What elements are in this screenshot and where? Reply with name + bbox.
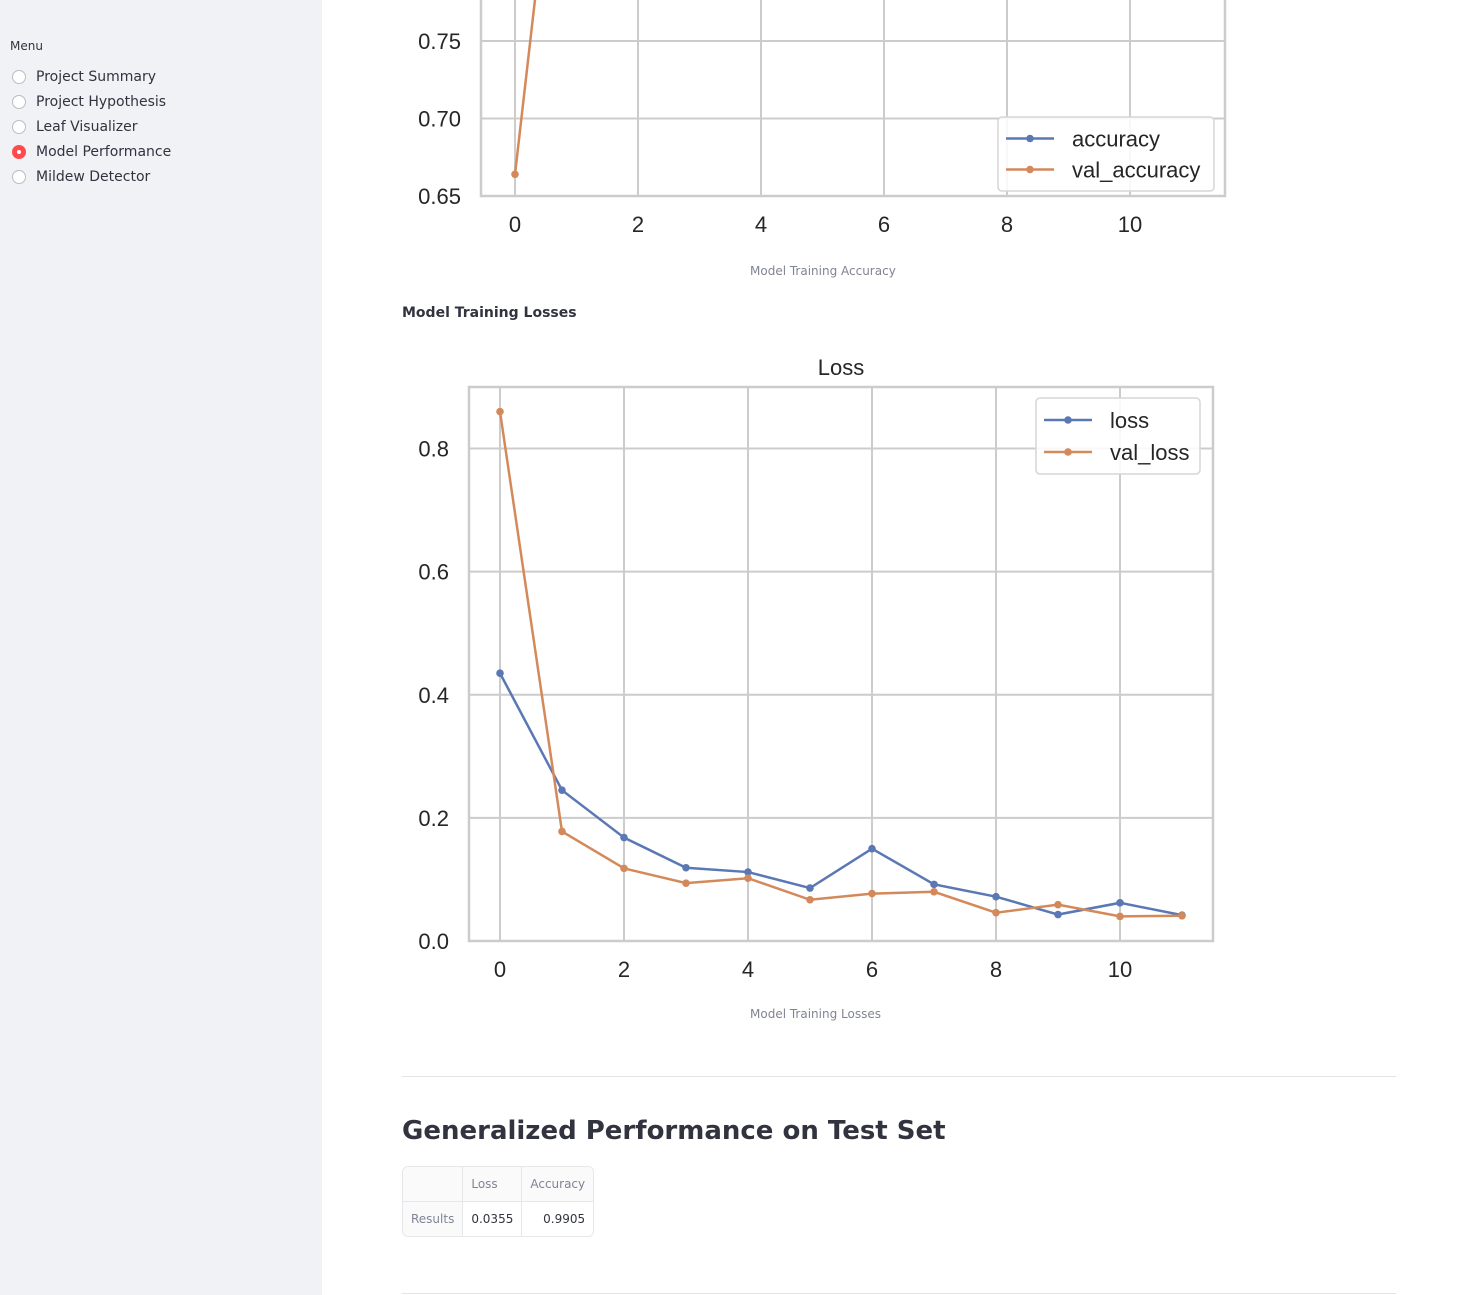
data-point-val_accuracy: [511, 170, 519, 179]
main-content: 0 2 4 6 8 10 0.65 0.70 0.75 accuracy val_accuracy …: [322, 0, 1463, 1295]
data-point-loss: [1116, 899, 1124, 907]
series-line-loss: [498, 672, 1183, 917]
legend-label: val_accuracy: [1072, 158, 1200, 183]
data-point-val_loss: [744, 874, 752, 883]
data-point-val_loss: [1178, 911, 1186, 920]
x-tick-label: 6: [866, 957, 878, 982]
data-point-val_loss: [682, 879, 690, 887]
data-point-val_loss: [496, 407, 504, 416]
series-line-val_accuracy: [513, 0, 537, 175]
y-tick-label: 0.70: [418, 107, 461, 132]
data-point-loss: [930, 880, 938, 889]
chart-title: Loss: [818, 355, 864, 380]
data-point-loss: [806, 884, 814, 892]
data-point-loss: [496, 669, 504, 678]
x-tick-label: 2: [632, 212, 644, 237]
loss-chart: Loss 0 2 4 6 8 10 0.0 0.2 0.4 0.6 0.8 loss val_loss: [418, 355, 1215, 982]
x-tick-label: 8: [1001, 212, 1013, 237]
data-point-val_loss: [1054, 900, 1062, 909]
table-cell: 0.0355: [463, 1202, 523, 1236]
menu-radio-item-project-hypothesis[interactable]: Project Hypothesis: [12, 91, 166, 113]
radio-unselected-icon[interactable]: [12, 120, 26, 134]
x-tick-label: 4: [742, 957, 754, 982]
y-tick-label: 0.0: [418, 929, 449, 954]
menu-radio-label: Project Summary: [36, 69, 157, 85]
data-point-val_loss: [806, 895, 814, 904]
menu-radio-label: Mildew Detector: [36, 169, 151, 185]
divider: [402, 1293, 1396, 1294]
table-header-cell: [403, 1167, 464, 1202]
data-point-loss: [1054, 910, 1062, 919]
data-point-val_loss: [992, 908, 1000, 917]
y-tick-label: 0.4: [418, 683, 449, 708]
menu-label: Menu: [10, 39, 43, 53]
radio-unselected-icon[interactable]: [12, 170, 26, 184]
sidebar: Menu Project Summary Project Hypothesis Le…: [0, 0, 322, 1295]
y-tick-label: 0.75: [418, 29, 461, 54]
x-tick-label: 0: [494, 957, 506, 982]
menu-radio-item-model-performance[interactable]: Model Performance: [12, 141, 171, 163]
legend-marker-val_loss: [1064, 448, 1072, 456]
data-point-loss: [744, 868, 752, 876]
legend-label: loss: [1110, 408, 1149, 433]
data-point-val_loss: [930, 887, 938, 896]
data-point-loss: [558, 786, 566, 794]
data-point-loss: [620, 833, 628, 842]
table-row: Results 0.0355 0.9905: [403, 1202, 593, 1236]
x-tick-label: 6: [878, 212, 890, 237]
table-row-label: Results: [403, 1202, 464, 1236]
menu-radio-item-mildew-detector[interactable]: Mildew Detector: [12, 166, 150, 188]
y-tick-label: 0.2: [418, 806, 449, 831]
legend-label: val_loss: [1110, 440, 1189, 465]
table-header-cell: Loss: [463, 1167, 523, 1202]
x-tick-label: 4: [755, 212, 767, 237]
legend-box: [1035, 397, 1201, 475]
accuracy-chart-caption: Model Training Accuracy: [750, 264, 896, 278]
table-cell: 0.9905: [543, 1212, 586, 1226]
data-point-val_loss: [868, 889, 876, 898]
plot-frame: [479, 0, 1227, 198]
legend-marker-loss: [1064, 416, 1072, 424]
menu-radio-item-project-summary[interactable]: Project Summary: [12, 66, 156, 88]
legend-marker-accuracy: [1026, 134, 1034, 143]
losses-chart-caption: Model Training Losses: [750, 1007, 881, 1021]
menu-radio-label: Project Hypothesis: [36, 94, 167, 110]
radio-selected-icon[interactable]: [12, 145, 26, 159]
legend-label: accuracy: [1072, 127, 1160, 152]
menu-radio-label: Model Performance: [36, 144, 172, 160]
data-point-val_loss: [558, 827, 566, 836]
table-header-cell: Accuracy: [522, 1167, 594, 1202]
data-point-loss: [868, 844, 876, 853]
x-tick-label: 0: [509, 212, 521, 237]
x-tick-label: 10: [1118, 212, 1142, 237]
plot-frame: [467, 385, 1215, 943]
data-point-loss: [682, 863, 690, 872]
table-header-row: Loss Accuracy: [403, 1167, 594, 1202]
results-table: Loss Accuracy Results 0.0355 0.9905: [402, 1166, 595, 1237]
y-tick-label: 0.65: [418, 184, 461, 209]
series-line-val_loss: [498, 411, 1183, 918]
menu-radio-item-leaf-visualizer[interactable]: Leaf Visualizer: [12, 116, 138, 138]
test-performance-title: Generalized Performance on Test Set: [402, 1116, 946, 1146]
menu-radio-label: Leaf Visualizer: [36, 119, 138, 135]
legend-marker-val_accuracy: [1026, 165, 1034, 174]
losses-subheading: Model Training Losses: [402, 305, 577, 321]
x-tick-label: 2: [618, 957, 630, 982]
legend-box: [997, 116, 1215, 192]
data-point-val_loss: [1116, 912, 1124, 921]
y-tick-label: 0.8: [418, 437, 449, 462]
data-point-val_loss: [620, 864, 628, 873]
data-point-loss: [992, 892, 1000, 901]
accuracy-chart: 0 2 4 6 8 10 0.65 0.70 0.75 accuracy val_accuracy: [418, 0, 1227, 237]
radio-unselected-icon[interactable]: [12, 70, 26, 84]
radio-unselected-icon[interactable]: [12, 95, 26, 109]
x-tick-label: 10: [1108, 957, 1132, 982]
y-tick-label: 0.6: [418, 560, 449, 585]
x-tick-label: 8: [990, 957, 1002, 982]
divider: [402, 1076, 1396, 1077]
